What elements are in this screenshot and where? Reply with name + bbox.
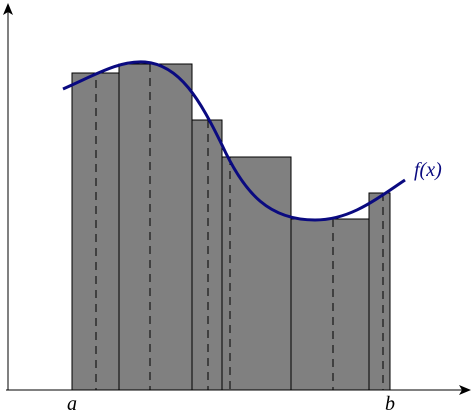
bar: [118, 63, 193, 391]
b-label: b: [385, 393, 395, 413]
bar: [71, 72, 120, 391]
bar: [191, 119, 223, 391]
bar: [368, 192, 391, 391]
bars: [71, 63, 391, 391]
bar: [290, 218, 370, 391]
a-label: a: [67, 393, 77, 413]
sample-lines: [95, 64, 384, 390]
bar: [221, 156, 292, 391]
function-label: f(x): [414, 159, 442, 181]
function-curve: [62, 60, 406, 222]
